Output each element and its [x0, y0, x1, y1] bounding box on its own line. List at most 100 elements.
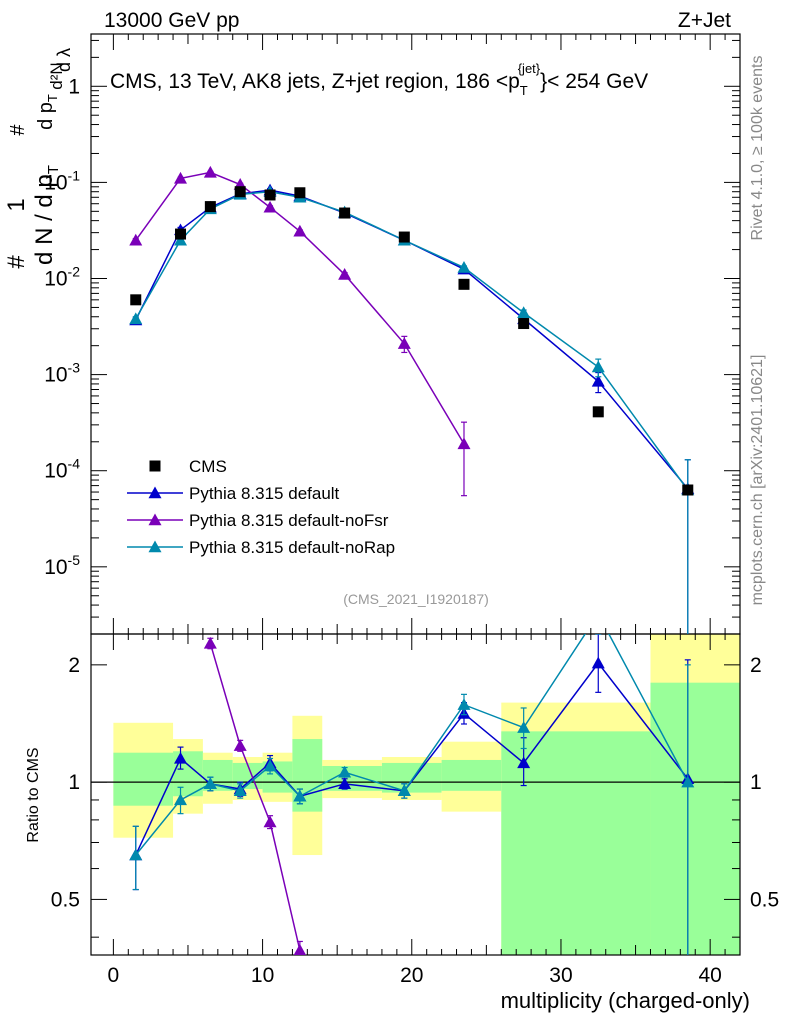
main-ytick-exp: -1 — [68, 167, 81, 183]
band-inner — [501, 731, 651, 955]
reference-label: (CMS_2021_I1920187) — [343, 591, 489, 607]
data-point — [682, 484, 694, 496]
main-ytick-label: 10-4 — [44, 456, 80, 483]
ratio-xtick-label: 0 — [108, 964, 120, 987]
main-ytick-label: 1 — [68, 75, 80, 98]
legend-label: Pythia 8.315 default-noRap — [189, 538, 395, 557]
main-ytick-label: 10-1 — [44, 167, 80, 194]
data-point — [204, 201, 216, 213]
series-point — [129, 848, 143, 861]
series-line — [135, 189, 689, 490]
main-ytick-exp: -2 — [68, 264, 81, 280]
main-ylabel-num: d pT — [35, 94, 60, 130]
series-point — [263, 815, 277, 828]
band-inner — [381, 762, 442, 793]
series-point — [517, 721, 531, 733]
series-point — [397, 784, 411, 797]
chart-title-tail: }< 254 GeV — [540, 70, 648, 93]
band-inner — [113, 752, 174, 806]
legend-marker-triangle — [148, 513, 162, 526]
main-ytick-base: 1 — [68, 75, 80, 98]
ratio-panel-frame — [90, 633, 741, 956]
series-point — [293, 789, 307, 802]
data-point — [175, 228, 187, 240]
series-point — [293, 943, 307, 955]
series-point — [338, 777, 352, 790]
main-ytick-label: 10-2 — [44, 264, 80, 291]
chart-title: CMS, 13 TeV, AK8 jets, Z+jet region, 186… — [110, 61, 648, 98]
series-point — [233, 784, 247, 797]
main-ytick-exp: -4 — [68, 456, 81, 472]
main-series — [129, 165, 695, 634]
series-point — [233, 739, 247, 751]
main-ylabel-hash: # — [7, 124, 29, 136]
series-point — [203, 165, 217, 178]
main-ytick-exp: -3 — [68, 360, 81, 376]
chart-title-sub: T — [520, 83, 528, 98]
main-ylabel: d²N 1 # d N / d pT # d pT d λ — [3, 48, 74, 269]
header-right: Z+Jet — [678, 9, 731, 32]
main-y-ticks: 10-510-410-310-210-11 — [44, 34, 741, 635]
series-point — [174, 751, 188, 764]
ratio-ytick-label-right: 2 — [750, 654, 762, 677]
series-point — [129, 233, 143, 246]
main-ytick-base: 10 — [44, 364, 67, 387]
series-point — [203, 636, 217, 649]
main-ytick-label: 10-5 — [44, 552, 80, 579]
series-point — [263, 759, 277, 772]
series-point — [457, 698, 471, 710]
series-point — [293, 224, 307, 237]
series-point — [338, 765, 352, 778]
data-point — [339, 207, 351, 219]
series-cms-data — [130, 186, 694, 496]
ratio-ylabel: Ratio to CMS — [25, 747, 42, 842]
ratio-ytick-label-left: 1 — [68, 771, 80, 794]
main-ylabel-num-sub: T — [45, 94, 60, 102]
series-point — [591, 360, 605, 373]
series-point — [203, 777, 217, 790]
data-point — [294, 187, 306, 199]
side-label-lower: mcplots.cern.ch [arXiv:2401.10621] — [749, 355, 766, 606]
data-point — [518, 318, 530, 330]
main-ytick-base: 10 — [44, 171, 67, 194]
ratio-uncertainty-bands — [113, 634, 740, 955]
main-ylabel-top: d²N — [47, 62, 66, 89]
legend-marker-triangle — [148, 486, 162, 499]
ratio-xtick-label: 30 — [549, 964, 572, 987]
main-ytick-base: 10 — [44, 556, 67, 579]
series-point — [517, 756, 531, 769]
series-ratio-1 — [203, 636, 307, 955]
ratio-ytick-label-left: 2 — [68, 654, 80, 677]
series-line — [209, 643, 301, 951]
series-point — [681, 775, 695, 788]
data-point — [458, 278, 470, 290]
main-ylabel-prefix: # — [3, 255, 30, 269]
legend-label: CMS — [189, 457, 227, 476]
main-ytick-base: 10 — [44, 268, 67, 291]
series-line — [135, 190, 689, 491]
main-ytick-label: 10-3 — [44, 360, 80, 387]
series-point — [129, 312, 143, 325]
main-ylabel-den: d N / d pT — [31, 165, 62, 265]
series-point — [457, 437, 471, 450]
data-point — [398, 231, 410, 243]
header-left: 13000 GeV pp — [104, 9, 239, 32]
series-point — [174, 171, 188, 184]
series-point — [338, 268, 352, 280]
ratio-ytick-label-left: 0.5 — [51, 888, 80, 911]
main-ylabel-numerator: 1 — [3, 198, 30, 211]
series-point — [263, 200, 277, 213]
legend: CMS Pythia 8.315 default Pythia 8.315 defa… — [127, 457, 395, 557]
main-ytick-base: 10 — [44, 460, 67, 483]
series-line — [135, 171, 465, 445]
main-ytick-exp: -5 — [68, 552, 81, 568]
series-point — [591, 374, 605, 387]
data-point — [592, 406, 604, 418]
main-ylabel-den-main: d N / d p — [31, 174, 58, 265]
series-main-1 — [129, 165, 471, 497]
ratio-xtick-label: 20 — [400, 964, 423, 987]
band-inner — [441, 759, 502, 791]
data-point — [130, 294, 142, 306]
data-point — [234, 186, 246, 198]
